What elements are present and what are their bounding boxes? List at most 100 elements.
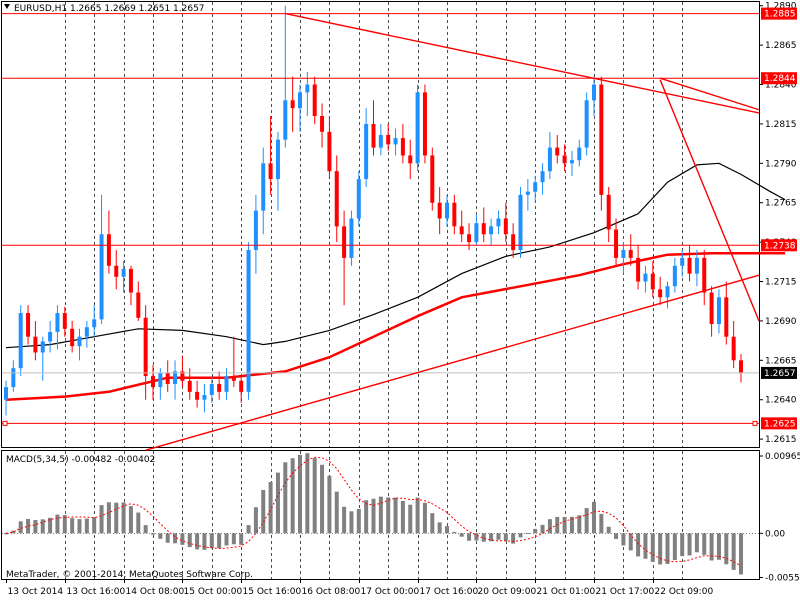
macd-histogram-bar (275, 472, 280, 534)
macd-histogram-bar (437, 522, 442, 534)
level-price-label: 1.2625 (764, 419, 796, 429)
candle-body (716, 297, 721, 325)
candle-body (555, 147, 560, 156)
candle-body (268, 163, 273, 180)
macd-histogram-bar (628, 533, 633, 551)
macd-histogram-bar (320, 464, 325, 534)
trend-line (145, 274, 760, 451)
macd-histogram-bar (386, 497, 391, 534)
macd-histogram-bar (569, 516, 574, 534)
candle-body (143, 317, 148, 377)
macd-histogram-bar (533, 528, 538, 534)
price-y-tick-label: 1.2840 (765, 81, 797, 91)
macd-histogram-bar (445, 526, 449, 534)
candle-body (136, 292, 141, 318)
macd-histogram-bar (408, 504, 413, 534)
macd-histogram-bar (92, 517, 97, 534)
candle-body (481, 223, 486, 235)
candle-body (665, 286, 670, 298)
candle-body (128, 268, 133, 293)
level-anchor (2, 420, 8, 426)
macd-histogram-bar (393, 497, 398, 534)
candle-body (643, 273, 648, 282)
macd-histogram-bar (680, 533, 685, 557)
price-panel-frame (1, 1, 760, 448)
macd-histogram-bar (540, 524, 545, 534)
candle-body (467, 234, 472, 243)
candle-body (658, 289, 663, 298)
x-tick-label: 17 Oct 16:00 (420, 587, 479, 597)
price-y-tick-label: 1.2865 (765, 41, 797, 51)
macd-histogram-bar (40, 519, 45, 534)
macd-histogram-bar (606, 526, 611, 534)
macd-histogram-bar (298, 454, 302, 534)
candle-body (599, 84, 604, 195)
macd-histogram-bar (467, 533, 472, 541)
macd-histogram-bar (518, 533, 523, 538)
candle-body (55, 313, 60, 332)
macd-histogram-bar (187, 533, 192, 548)
candle-body (459, 226, 464, 235)
candle-body (371, 123, 376, 148)
price-y-tick-label: 1.2890 (765, 2, 797, 12)
macd-panel-frame (1, 450, 760, 580)
candle-body (562, 155, 567, 164)
macd-signal-line (5, 456, 742, 567)
candle-body (165, 372, 170, 384)
macd-histogram-bar (400, 500, 405, 534)
level-price-label: 1.2738 (764, 241, 796, 251)
candle-body (518, 194, 523, 251)
candle-body (209, 383, 214, 395)
candle-body (106, 234, 111, 266)
macd-histogram-bar (481, 533, 486, 542)
candle-body (114, 265, 119, 277)
macd-histogram-bar (584, 508, 589, 534)
macd-histogram-bar (422, 502, 427, 534)
candle-body (70, 328, 75, 347)
candle-body (511, 234, 516, 251)
trend-line (659, 79, 760, 322)
macd-histogram-bar (592, 501, 596, 534)
candle-body (158, 372, 163, 388)
price-y-tick-label: 1.2765 (765, 199, 797, 209)
chart-menu-icon (4, 4, 10, 9)
x-tick-label: 14 Oct 08:00 (126, 587, 185, 597)
macd-histogram-bar (716, 533, 721, 560)
candle-body (400, 138, 405, 156)
macd-histogram-bar (33, 519, 38, 534)
candle-body (474, 223, 479, 243)
candle-body (489, 226, 494, 235)
current-price-label: 1.2657 (764, 369, 796, 379)
trend-line (659, 77, 760, 111)
candle-body (445, 202, 449, 219)
candle-body (312, 84, 317, 117)
candle-body (621, 250, 626, 258)
candle-body (628, 250, 633, 258)
macd-histogram-bar (180, 533, 185, 545)
macd-histogram-bar (84, 518, 89, 534)
price-y-tick-label: 1.2815 (765, 120, 797, 130)
candle-body (18, 313, 23, 369)
macd-histogram-bar (202, 533, 207, 550)
macd-histogram-bar (378, 496, 383, 534)
macd-histogram-bar (364, 500, 369, 534)
macd-histogram-bar (694, 533, 699, 553)
macd-histogram-bar (503, 533, 508, 541)
macd-histogram-bar (173, 533, 178, 544)
candle-body (11, 368, 16, 388)
price-y-tick-label: 1.2640 (765, 396, 797, 406)
macd-histogram-bar (217, 533, 222, 549)
candle-body (614, 229, 619, 258)
macd-histogram-bar (650, 533, 655, 562)
level-price-tag (761, 7, 797, 20)
candle-body (503, 218, 508, 235)
candle-body (415, 92, 420, 164)
macd-histogram-bar (562, 516, 567, 534)
candle-body (364, 123, 369, 180)
candle-body (4, 387, 8, 400)
level-price-label: 1.2844 (764, 74, 796, 84)
candle-body (702, 257, 707, 293)
candle-body (636, 257, 641, 282)
